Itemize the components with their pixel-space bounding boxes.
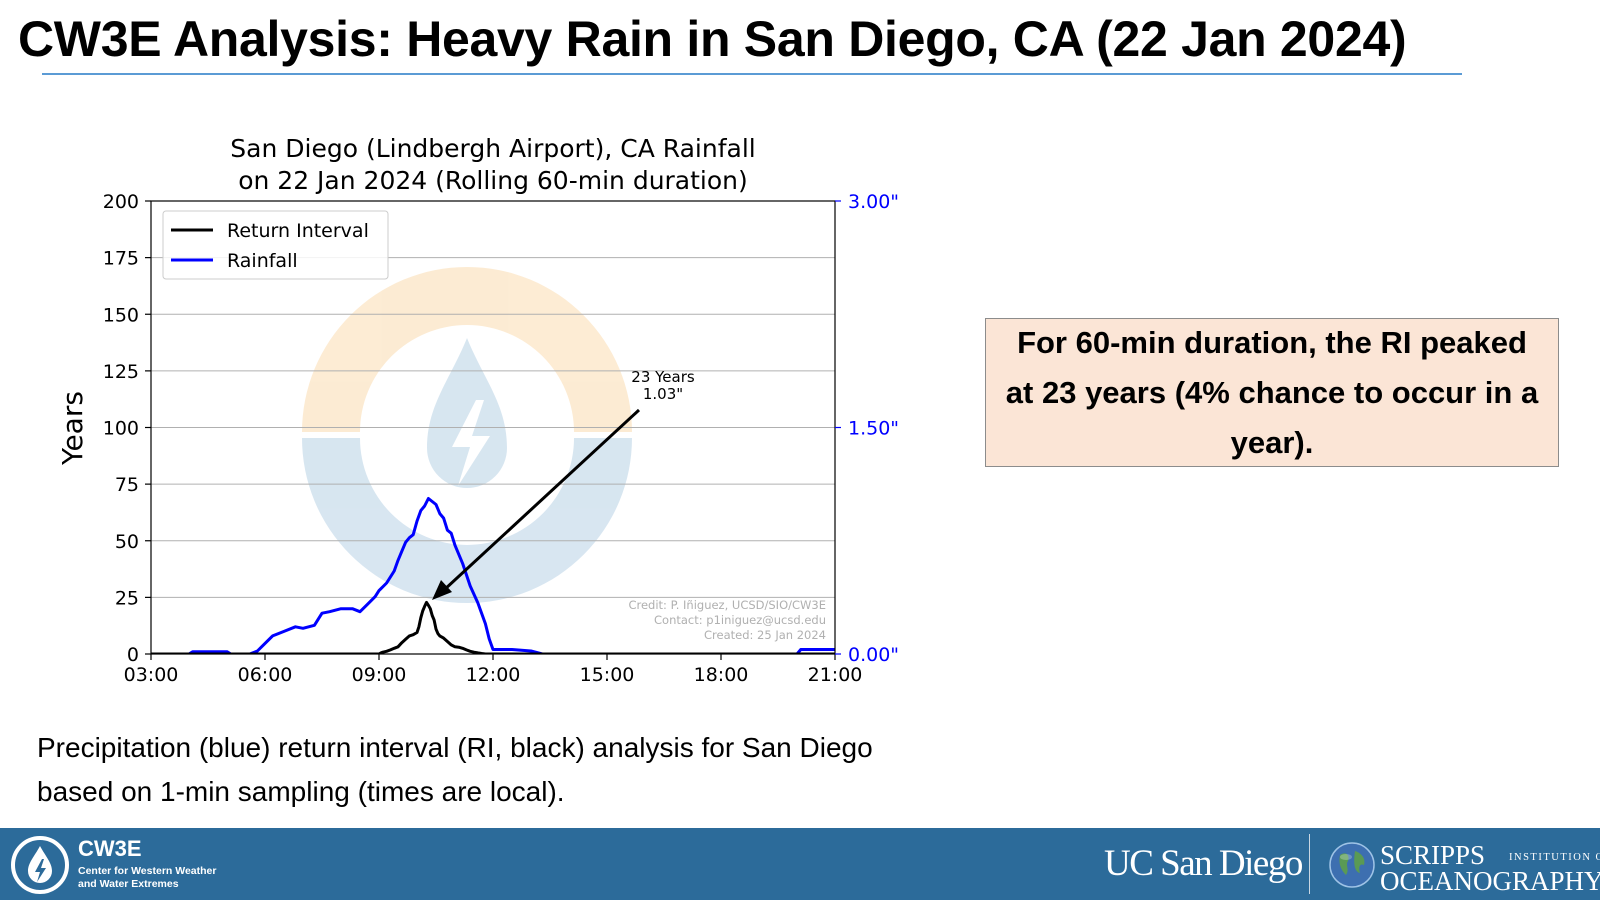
footer-divider: [1309, 834, 1310, 894]
annotation-line2: 1.03": [643, 385, 683, 403]
legend-return-interval-label: Return Interval: [227, 220, 369, 242]
credit-line: Credit: P. Iñiguez, UCSD/SIO/CW3E: [628, 598, 826, 612]
x-tick-label: 09:00: [352, 664, 407, 686]
left-y-tick-label: 75: [115, 474, 139, 496]
uc-san-diego-logo: UC San Diego: [1104, 843, 1303, 884]
cw3e-watermark-logo: [302, 267, 632, 603]
return-interval-chart: 03:00 06:00 09:00 12:00 15:00 18:00 21:00 0 25 5…: [56, 134, 899, 686]
left-y-tick-label: 50: [115, 531, 139, 553]
rainfall-series-line: [151, 497, 835, 654]
left-y-tick-label: 175: [103, 248, 139, 270]
left-y-tick-label: 150: [103, 304, 139, 326]
contact-line: Contact: p1iniguez@ucsd.edu: [654, 613, 826, 627]
left-y-axis-ticks: 0 25 50 75 100 125 150 175 200: [103, 191, 151, 666]
left-y-tick-label: 0: [127, 644, 139, 666]
scripps-institution-text: INSTITUTION OF: [1509, 852, 1600, 863]
credits: Credit: P. Iñiguez, UCSD/SIO/CW3E Contac…: [628, 598, 826, 642]
scripps-wordmark-bottom: OCEANOGRAPHY: [1380, 866, 1600, 896]
legend-rainfall-label: Rainfall: [227, 250, 298, 272]
chart-title-line2: on 22 Jan 2024 (Rolling 60-min duration): [238, 166, 748, 195]
annotation-arrow-shaft: [442, 408, 641, 592]
slide-title: CW3E Analysis: Heavy Rain in San Diego, …: [18, 11, 1407, 67]
cw3e-subtitle-line1: Center for Western Weather: [78, 865, 217, 877]
annotation-arrow-head: [432, 580, 452, 600]
left-y-tick-label: 200: [103, 191, 139, 213]
return-interval-series-line: [151, 600, 835, 654]
x-axis-ticks: 03:00 06:00 09:00 12:00 15:00 18:00 21:00: [124, 654, 863, 686]
right-y-axis-ticks: 0.00" 1.50" 3.00": [835, 191, 899, 666]
footer-bar: CW3E Center for Western Weather and Wate…: [0, 828, 1600, 900]
left-y-tick-label: 100: [103, 418, 139, 440]
scripps-wordmark-top: SCRIPPS: [1380, 840, 1486, 870]
x-tick-label: 15:00: [580, 664, 635, 686]
peak-summary-callout: For 60-min duration, the RI peaked at 23…: [985, 318, 1559, 467]
y-gridlines: [151, 257, 835, 598]
y-axis-label: Years: [56, 391, 89, 466]
peak-annotation: 23 Years 1.03": [432, 368, 695, 600]
annotation-line1: 23 Years: [631, 368, 695, 386]
right-y-tick-label: 3.00": [848, 191, 899, 213]
x-tick-label: 06:00: [238, 664, 293, 686]
cw3e-subtitle-line2: and Water Extremes: [78, 878, 179, 890]
left-y-tick-label: 25: [115, 587, 139, 609]
left-y-tick-label: 125: [103, 361, 139, 383]
globe-icon: [1329, 842, 1375, 888]
x-tick-label: 18:00: [694, 664, 749, 686]
water-drop-lightning-icon: [11, 836, 69, 894]
created-line: Created: 25 Jan 2024: [704, 628, 826, 642]
x-tick-label: 03:00: [124, 664, 179, 686]
right-y-tick-label: 1.50": [848, 418, 899, 440]
title-underline: [42, 73, 1462, 75]
figure-caption: Precipitation (blue) return interval (RI…: [37, 732, 873, 807]
x-tick-label: 12:00: [466, 664, 521, 686]
x-tick-label: 21:00: [808, 664, 863, 686]
chart-title-line1: San Diego (Lindbergh Airport), CA Rainfa…: [230, 134, 755, 163]
right-y-tick-label: 0.00": [848, 644, 899, 666]
cw3e-name: CW3E: [78, 836, 142, 861]
legend: Return Interval Rainfall: [162, 210, 389, 280]
